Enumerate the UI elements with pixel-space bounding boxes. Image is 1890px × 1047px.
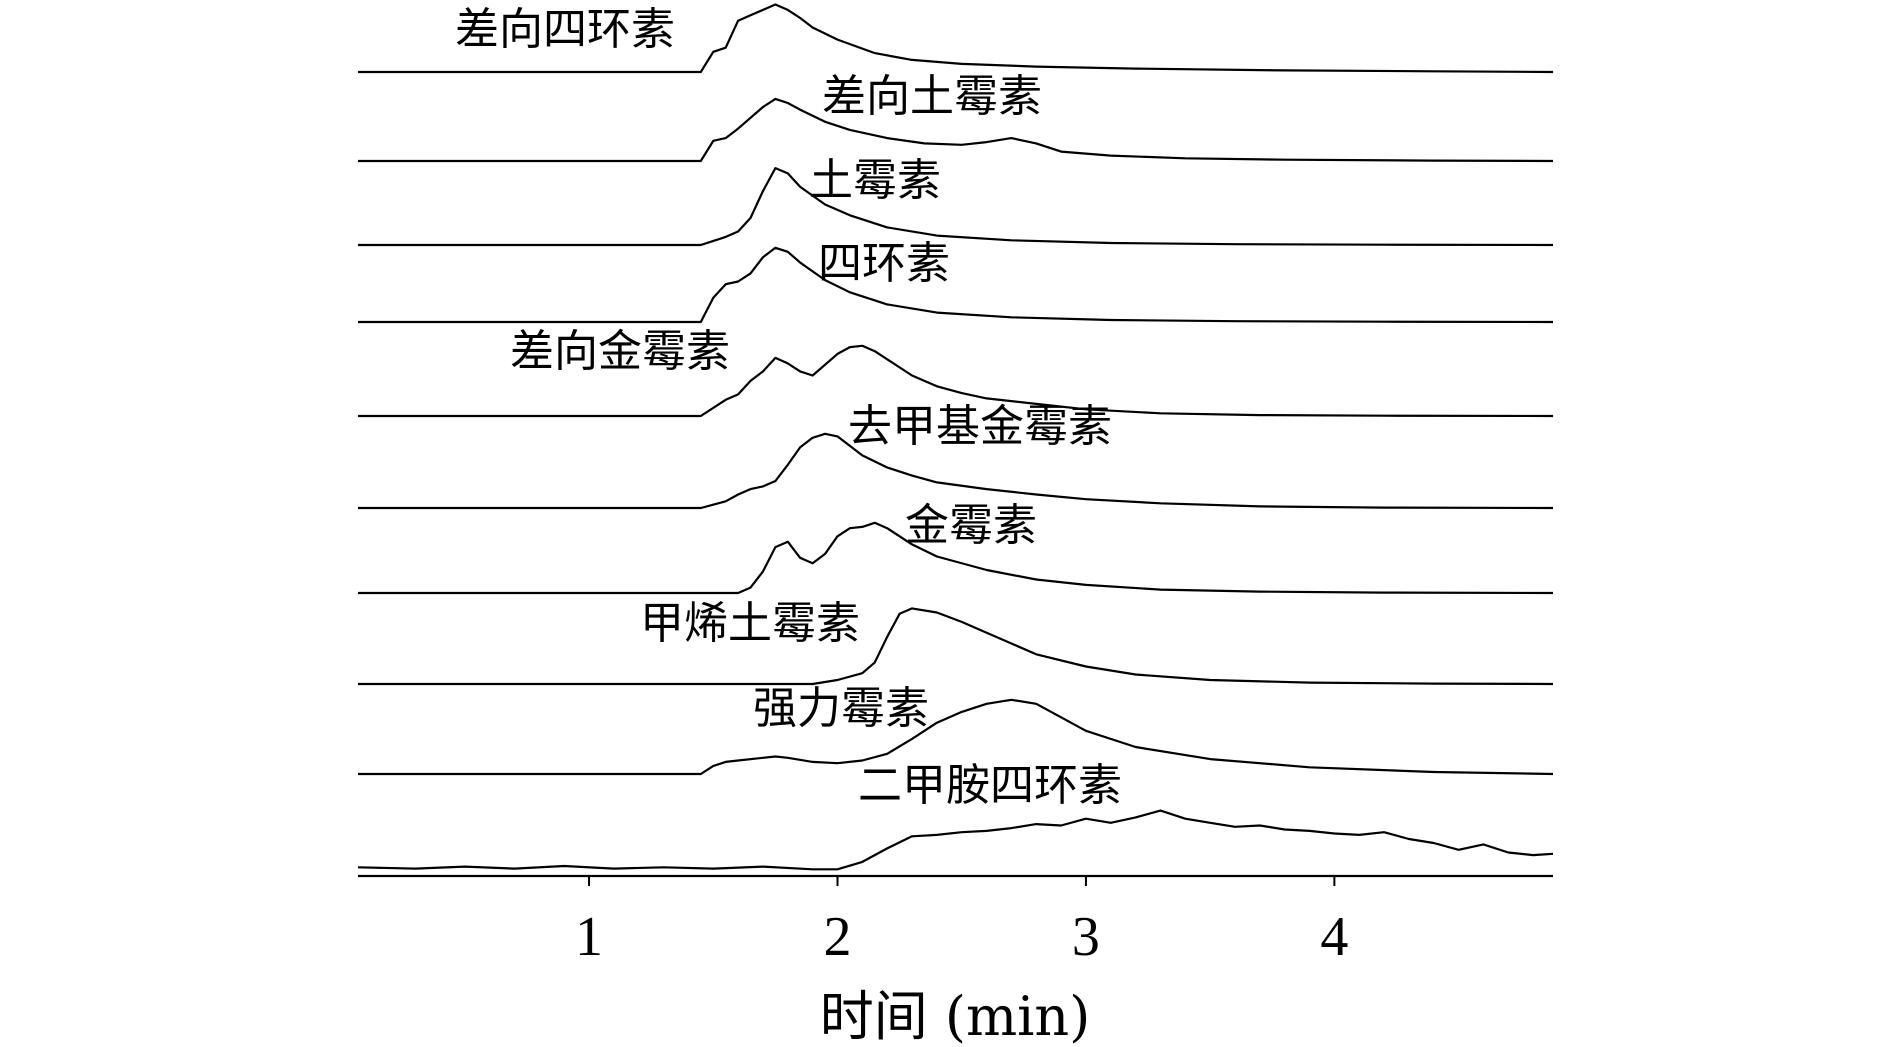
- trace-label-6: 去甲基金霉素: [848, 401, 1112, 452]
- trace-line-3: [358, 167, 1554, 247]
- trace-line-8: [358, 607, 1554, 686]
- trace-line-9: [358, 698, 1554, 776]
- x-tick-group: 1 2 3 4: [575, 876, 1348, 968]
- trace-label-1: 差向四环素: [455, 4, 675, 55]
- trace-label-2: 差向土霉素: [822, 71, 1042, 122]
- x-tick-label: 2: [823, 906, 851, 968]
- x-tick-label: 1: [575, 906, 603, 968]
- x-tick-label: 4: [1320, 906, 1348, 968]
- trace-line-10: [357, 809, 1554, 871]
- trace-line-4: [358, 246, 1554, 324]
- trace-label-group: 差向四环素差向土霉素土霉素四环素差向金霉素去甲基金霉素金霉素甲烯土霉素强力霉素二…: [455, 4, 1122, 811]
- x-tick-label: 3: [1072, 906, 1100, 968]
- trace-group: [357, 3, 1554, 871]
- trace-label-5: 差向金霉素: [510, 326, 730, 377]
- trace-label-7: 金霉素: [905, 500, 1037, 551]
- trace-line-6: [358, 432, 1554, 510]
- trace-label-10: 二甲胺四环素: [858, 760, 1122, 811]
- trace-line-5: [358, 344, 1554, 418]
- trace-line-2: [358, 97, 1554, 163]
- trace-label-3: 土霉素: [809, 155, 941, 206]
- trace-label-9: 强力霉素: [753, 683, 929, 734]
- trace-line-7: [358, 521, 1554, 595]
- trace-line-1: [358, 3, 1554, 74]
- trace-label-8: 甲烯土霉素: [640, 598, 860, 649]
- trace-label-4: 四环素: [818, 238, 950, 289]
- x-axis-title: 时间 (min): [820, 985, 1091, 1047]
